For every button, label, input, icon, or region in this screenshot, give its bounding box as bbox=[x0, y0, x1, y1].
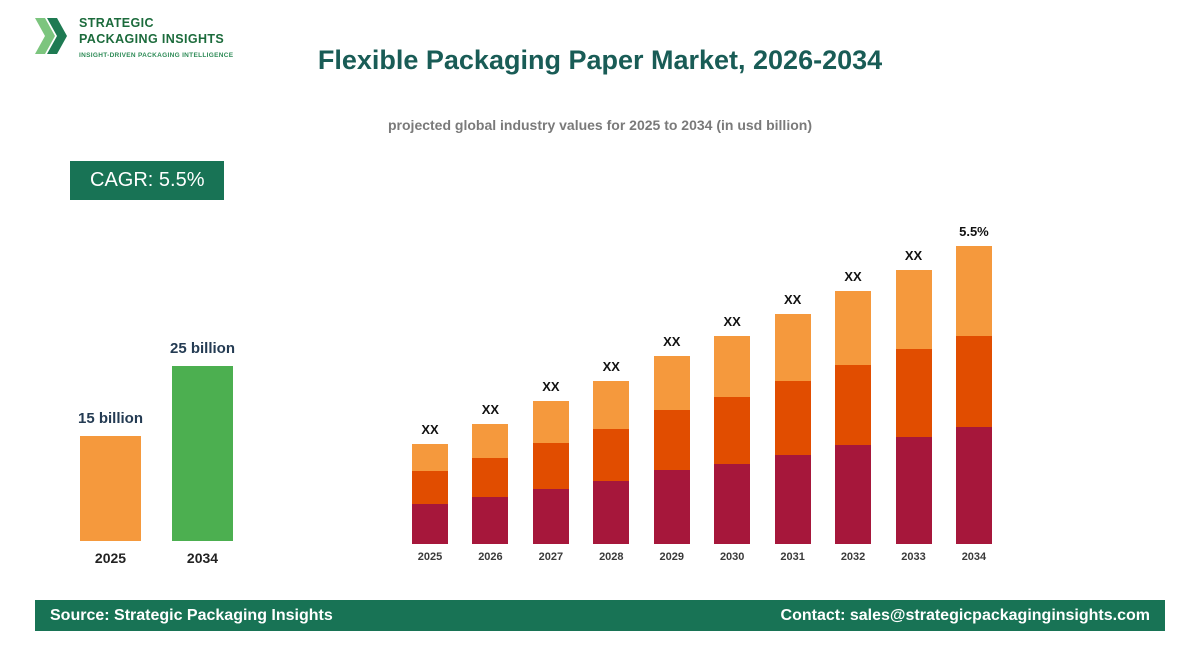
bar-value-label: XX bbox=[602, 359, 620, 374]
brand-name-line2: PACKAGING INSIGHTS bbox=[79, 31, 225, 46]
bar-year-label: 2034 bbox=[961, 551, 987, 563]
bar-segment-middle bbox=[955, 336, 992, 427]
bar-segment-middle bbox=[653, 410, 690, 470]
footer-contact: Contact: sales@strategicpackaginginsight… bbox=[780, 606, 1150, 624]
bar-segment-bottom bbox=[472, 497, 509, 544]
stacked-bar-group: XX 2025 bbox=[412, 422, 448, 563]
bar-segment-bottom bbox=[895, 437, 932, 544]
stacked-bar-group: 5.5% 2034 bbox=[955, 224, 992, 563]
bar-segment-middle bbox=[835, 365, 872, 445]
bar-segment-top bbox=[653, 356, 690, 410]
bar-segment-top bbox=[835, 291, 872, 365]
brand-name-line1: STRATEGIC bbox=[79, 16, 154, 30]
bar-year-label: 2032 bbox=[840, 551, 866, 563]
bar-stack bbox=[653, 356, 690, 544]
stacked-bar-group: XX 2028 bbox=[593, 359, 630, 563]
bar-segment-middle bbox=[593, 429, 630, 481]
bar-segment-middle bbox=[774, 381, 811, 455]
stacked-bar-group: XX 2032 bbox=[835, 269, 872, 563]
mini-bar-year-label: 2025 bbox=[94, 550, 127, 566]
bar-year-label: 2025 bbox=[417, 551, 443, 563]
bar-stack bbox=[532, 401, 569, 544]
bar-year-label: 2026 bbox=[478, 551, 503, 563]
bar-year-label: 2031 bbox=[780, 551, 805, 563]
stacked-bar-chart: XX 2025 XX 2026 XX 2027 XX 2028 XX 2029 XX 2030 XX 20… bbox=[412, 197, 992, 563]
bar-stack bbox=[412, 444, 448, 544]
bar-segment-top bbox=[895, 270, 932, 349]
bar-segment-bottom bbox=[532, 489, 569, 544]
bar-segment-top bbox=[532, 401, 569, 443]
stacked-bar-group: XX 2031 bbox=[774, 292, 811, 563]
bar-stack bbox=[774, 314, 811, 544]
bar-value-label: 5.5% bbox=[959, 224, 989, 239]
bar-value-label: XX bbox=[421, 422, 439, 437]
mini-bar bbox=[172, 366, 233, 541]
footer-source: Source: Strategic Packaging Insights bbox=[50, 606, 333, 624]
bar-value-label: XX bbox=[723, 314, 741, 329]
bar-stack bbox=[955, 246, 992, 544]
page-subtitle: projected global industry values for 202… bbox=[388, 117, 812, 133]
bar-value-label: XX bbox=[481, 402, 500, 417]
brand-logo: STRATEGIC PACKAGING INSIGHTS INSIGHT-DRI… bbox=[34, 14, 233, 59]
chevron-logo-icon bbox=[34, 14, 70, 58]
page-title: Flexible Packaging Paper Market, 2026-20… bbox=[317, 45, 883, 75]
bar-stack bbox=[472, 424, 509, 544]
stacked-bar-group: XX 2026 bbox=[472, 402, 509, 563]
mini-bar-year-label: 2034 bbox=[186, 550, 219, 566]
bar-stack bbox=[714, 336, 751, 544]
bar-segment-bottom bbox=[653, 470, 690, 544]
bar-segment-bottom bbox=[412, 504, 448, 544]
bar-segment-top bbox=[774, 314, 811, 381]
bar-segment-bottom bbox=[593, 481, 630, 544]
cagr-badge: CAGR: 5.5% bbox=[70, 161, 225, 200]
bar-year-label: 2028 bbox=[599, 551, 624, 563]
bar-segment-middle bbox=[532, 443, 569, 489]
bar-segment-bottom bbox=[835, 445, 872, 544]
mini-bar bbox=[80, 436, 141, 541]
stacked-bar-group: XX 2030 bbox=[714, 314, 751, 563]
bar-segment-top bbox=[955, 246, 992, 336]
mini-bar-value-label: 25 billion bbox=[170, 340, 236, 357]
bar-year-label: 2029 bbox=[659, 551, 684, 563]
mini-bar-chart: 15 billion 2025 25 billion 2034 bbox=[78, 300, 236, 566]
mini-bar-group: 25 billion 2034 bbox=[170, 340, 236, 566]
bar-value-label: XX bbox=[904, 248, 923, 263]
bar-segment-middle bbox=[895, 349, 932, 437]
stacked-bar-group: XX 2033 bbox=[895, 248, 932, 563]
stacked-bar-group: XX 2029 bbox=[653, 334, 690, 563]
bar-segment-top bbox=[714, 336, 751, 397]
bar-segment-bottom bbox=[714, 464, 751, 544]
bar-value-label: XX bbox=[783, 292, 802, 307]
bar-value-label: XX bbox=[663, 334, 681, 349]
bar-year-label: 2030 bbox=[719, 551, 745, 563]
bar-stack bbox=[895, 270, 932, 544]
mini-bar-value-label: 15 billion bbox=[78, 410, 144, 427]
bar-segment-bottom bbox=[774, 455, 811, 544]
bar-year-label: 2027 bbox=[538, 551, 564, 563]
brand-logo-text: STRATEGIC PACKAGING INSIGHTS INSIGHT-DRI… bbox=[79, 14, 233, 59]
bar-value-label: XX bbox=[844, 269, 862, 284]
bar-stack bbox=[835, 291, 872, 544]
bar-segment-top bbox=[472, 424, 509, 458]
bar-stack bbox=[593, 381, 630, 544]
footer-bar: Source: Strategic Packaging Insights Con… bbox=[35, 600, 1165, 631]
bar-segment-middle bbox=[714, 397, 751, 464]
bar-segment-middle bbox=[412, 471, 448, 504]
mini-bar-group: 15 billion 2025 bbox=[78, 410, 144, 566]
bar-segment-middle bbox=[472, 458, 509, 497]
bar-year-label: 2033 bbox=[901, 551, 926, 563]
bar-segment-top bbox=[593, 381, 630, 429]
bar-value-label: XX bbox=[542, 379, 560, 394]
brand-tagline: INSIGHT-DRIVEN PACKAGING INTELLIGENCE bbox=[79, 52, 234, 60]
stacked-bar-group: XX 2027 bbox=[532, 379, 569, 563]
bar-segment-bottom bbox=[955, 427, 992, 544]
bar-segment-top bbox=[412, 444, 448, 471]
